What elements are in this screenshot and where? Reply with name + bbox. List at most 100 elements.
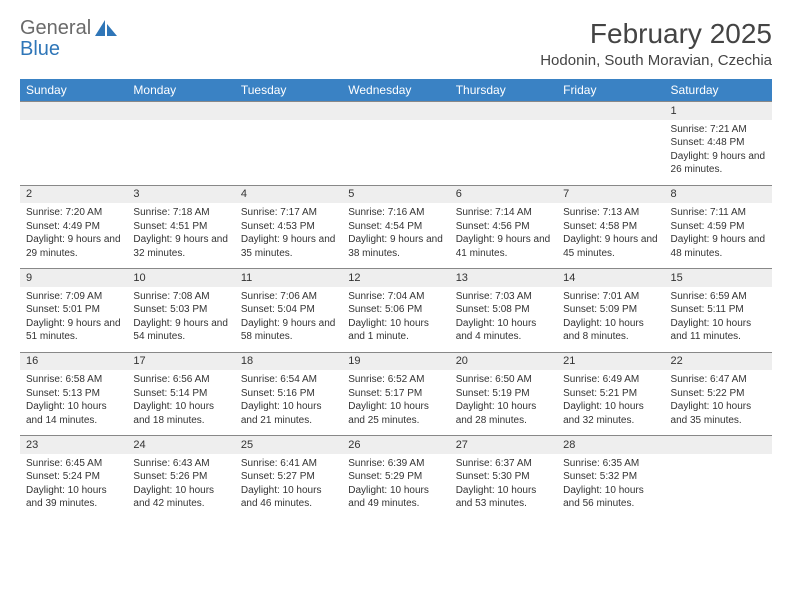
- day-number-cell: 16: [20, 352, 127, 370]
- day-number-cell: [342, 102, 449, 120]
- logo-text: General Blue: [20, 18, 91, 60]
- daylight-text: Daylight: 10 hours and 8 minutes.: [563, 317, 658, 344]
- sunrise-text: Sunrise: 6:47 AM: [671, 373, 766, 387]
- day-data-cell: Sunrise: 6:41 AMSunset: 5:27 PMDaylight:…: [235, 454, 342, 519]
- daylight-text: Daylight: 10 hours and 18 minutes.: [133, 400, 228, 427]
- day-data-cell: Sunrise: 7:20 AMSunset: 4:49 PMDaylight:…: [20, 203, 127, 269]
- daylight-text: Daylight: 10 hours and 39 minutes.: [26, 484, 121, 511]
- day-number-cell: 22: [665, 352, 772, 370]
- day-data-row: Sunrise: 7:09 AMSunset: 5:01 PMDaylight:…: [20, 287, 772, 353]
- day-number-cell: 25: [235, 436, 342, 454]
- sunrise-text: Sunrise: 6:50 AM: [456, 373, 551, 387]
- day-number-cell: 9: [20, 269, 127, 287]
- day-number-cell: 20: [450, 352, 557, 370]
- sunset-text: Sunset: 5:26 PM: [133, 470, 228, 484]
- day-data-cell: Sunrise: 6:35 AMSunset: 5:32 PMDaylight:…: [557, 454, 664, 519]
- weekday-header: Saturday: [665, 79, 772, 102]
- sunset-text: Sunset: 5:19 PM: [456, 387, 551, 401]
- sunset-text: Sunset: 5:04 PM: [241, 303, 336, 317]
- daylight-text: Daylight: 10 hours and 53 minutes.: [456, 484, 551, 511]
- sunrise-text: Sunrise: 6:56 AM: [133, 373, 228, 387]
- day-number-row: 16171819202122: [20, 352, 772, 370]
- day-data-cell: Sunrise: 6:58 AMSunset: 5:13 PMDaylight:…: [20, 370, 127, 436]
- sunset-text: Sunset: 4:59 PM: [671, 220, 766, 234]
- sunset-text: Sunset: 4:53 PM: [241, 220, 336, 234]
- sunset-text: Sunset: 5:32 PM: [563, 470, 658, 484]
- day-data-cell: [20, 120, 127, 186]
- sunset-text: Sunset: 5:27 PM: [241, 470, 336, 484]
- day-number-cell: 24: [127, 436, 234, 454]
- daylight-text: Daylight: 9 hours and 29 minutes.: [26, 233, 121, 260]
- day-data-row: Sunrise: 6:58 AMSunset: 5:13 PMDaylight:…: [20, 370, 772, 436]
- sunset-text: Sunset: 4:48 PM: [671, 136, 766, 150]
- day-data-cell: Sunrise: 7:21 AMSunset: 4:48 PMDaylight:…: [665, 120, 772, 186]
- calendar-body: 1Sunrise: 7:21 AMSunset: 4:48 PMDaylight…: [20, 102, 772, 519]
- day-data-cell: Sunrise: 7:14 AMSunset: 4:56 PMDaylight:…: [450, 203, 557, 269]
- day-number-cell: 1: [665, 102, 772, 120]
- day-number-row: 232425262728: [20, 436, 772, 454]
- day-data-cell: Sunrise: 6:56 AMSunset: 5:14 PMDaylight:…: [127, 370, 234, 436]
- sunset-text: Sunset: 5:16 PM: [241, 387, 336, 401]
- sunrise-text: Sunrise: 7:08 AM: [133, 290, 228, 304]
- day-number-cell: 17: [127, 352, 234, 370]
- day-number-cell: 13: [450, 269, 557, 287]
- day-number-row: 9101112131415: [20, 269, 772, 287]
- sunrise-text: Sunrise: 7:17 AM: [241, 206, 336, 220]
- daylight-text: Daylight: 10 hours and 28 minutes.: [456, 400, 551, 427]
- day-data-cell: Sunrise: 7:13 AMSunset: 4:58 PMDaylight:…: [557, 203, 664, 269]
- day-number-cell: 11: [235, 269, 342, 287]
- daylight-text: Daylight: 10 hours and 56 minutes.: [563, 484, 658, 511]
- day-number-cell: [127, 102, 234, 120]
- daylight-text: Daylight: 10 hours and 32 minutes.: [563, 400, 658, 427]
- daylight-text: Daylight: 9 hours and 54 minutes.: [133, 317, 228, 344]
- sunrise-text: Sunrise: 7:09 AM: [26, 290, 121, 304]
- day-number-cell: [450, 102, 557, 120]
- day-number-cell: 26: [342, 436, 449, 454]
- day-number-cell: 12: [342, 269, 449, 287]
- sunrise-text: Sunrise: 6:41 AM: [241, 457, 336, 471]
- day-number-cell: [665, 436, 772, 454]
- sunset-text: Sunset: 5:06 PM: [348, 303, 443, 317]
- sunset-text: Sunset: 5:09 PM: [563, 303, 658, 317]
- day-data-cell: Sunrise: 6:39 AMSunset: 5:29 PMDaylight:…: [342, 454, 449, 519]
- daylight-text: Daylight: 10 hours and 21 minutes.: [241, 400, 336, 427]
- daylight-text: Daylight: 10 hours and 25 minutes.: [348, 400, 443, 427]
- day-number-cell: [20, 102, 127, 120]
- sunset-text: Sunset: 5:08 PM: [456, 303, 551, 317]
- sunrise-text: Sunrise: 6:39 AM: [348, 457, 443, 471]
- day-data-cell: Sunrise: 6:37 AMSunset: 5:30 PMDaylight:…: [450, 454, 557, 519]
- day-number-cell: 5: [342, 185, 449, 203]
- sunrise-text: Sunrise: 7:21 AM: [671, 123, 766, 137]
- sunset-text: Sunset: 5:13 PM: [26, 387, 121, 401]
- day-number-cell: 19: [342, 352, 449, 370]
- sunset-text: Sunset: 5:21 PM: [563, 387, 658, 401]
- weekday-header: Wednesday: [342, 79, 449, 102]
- header: General Blue February 2025 Hodonin, Sout…: [20, 18, 772, 69]
- day-number-row: 1: [20, 102, 772, 120]
- sunset-text: Sunset: 4:58 PM: [563, 220, 658, 234]
- sunset-text: Sunset: 5:11 PM: [671, 303, 766, 317]
- logo: General Blue: [20, 18, 119, 60]
- sunrise-text: Sunrise: 7:11 AM: [671, 206, 766, 220]
- day-data-cell: Sunrise: 7:17 AMSunset: 4:53 PMDaylight:…: [235, 203, 342, 269]
- daylight-text: Daylight: 9 hours and 58 minutes.: [241, 317, 336, 344]
- day-number-cell: 23: [20, 436, 127, 454]
- day-data-cell: Sunrise: 7:08 AMSunset: 5:03 PMDaylight:…: [127, 287, 234, 353]
- daylight-text: Daylight: 10 hours and 46 minutes.: [241, 484, 336, 511]
- day-data-cell: [342, 120, 449, 186]
- sunset-text: Sunset: 5:24 PM: [26, 470, 121, 484]
- weekday-header: Sunday: [20, 79, 127, 102]
- day-data-cell: [450, 120, 557, 186]
- day-data-cell: Sunrise: 7:18 AMSunset: 4:51 PMDaylight:…: [127, 203, 234, 269]
- daylight-text: Daylight: 9 hours and 48 minutes.: [671, 233, 766, 260]
- sunrise-text: Sunrise: 6:37 AM: [456, 457, 551, 471]
- day-data-row: Sunrise: 7:20 AMSunset: 4:49 PMDaylight:…: [20, 203, 772, 269]
- day-data-row: Sunrise: 6:45 AMSunset: 5:24 PMDaylight:…: [20, 454, 772, 519]
- day-data-row: Sunrise: 7:21 AMSunset: 4:48 PMDaylight:…: [20, 120, 772, 186]
- sunrise-text: Sunrise: 7:01 AM: [563, 290, 658, 304]
- day-data-cell: Sunrise: 6:52 AMSunset: 5:17 PMDaylight:…: [342, 370, 449, 436]
- sunrise-text: Sunrise: 7:20 AM: [26, 206, 121, 220]
- day-number-cell: 21: [557, 352, 664, 370]
- sunrise-text: Sunrise: 6:43 AM: [133, 457, 228, 471]
- daylight-text: Daylight: 9 hours and 26 minutes.: [671, 150, 766, 177]
